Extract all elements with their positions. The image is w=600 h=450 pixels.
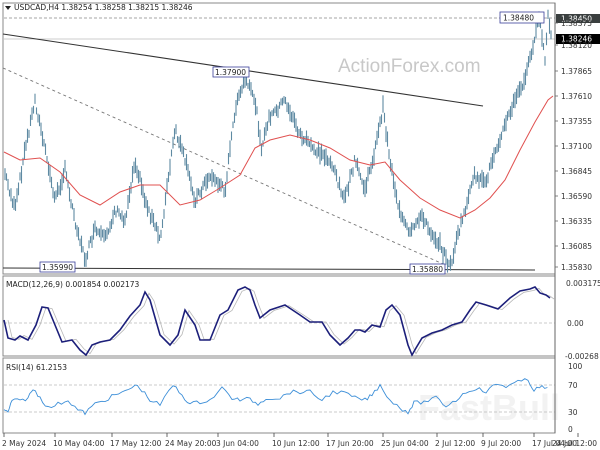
support-line[interactable] [2, 267, 536, 271]
svg-text:1.38480: 1.38480 [503, 14, 534, 23]
price-tick: 1.38120 [561, 41, 592, 50]
annotation-high[interactable]: 1.38480 [499, 11, 545, 24]
current-price-tag: 1.38246 [561, 35, 592, 44]
time-tick: 17 May 12:00 [110, 439, 162, 448]
annotation-low-left[interactable]: 1.35990 [39, 261, 76, 273]
watermark: ActionForex.com [338, 56, 481, 77]
main-price-pane[interactable]: ActionForex.com [2, 2, 556, 275]
macd-label: MACD(12,26,9) 0.001854 0.002173 [6, 280, 140, 289]
price-tick: 1.38375 [561, 19, 592, 28]
svg-text:30: 30 [568, 408, 578, 417]
level-tag: 1.38450 [561, 15, 592, 24]
time-tick: 17 Jun 20:00 [326, 439, 374, 448]
time-tick: 2 Jul 12:00 [435, 439, 475, 448]
time-tick: 10 May 04:00 [53, 439, 105, 448]
svg-text:-0.00268: -0.00268 [565, 352, 599, 361]
price-tick: 1.36845 [561, 167, 592, 176]
svg-text:FastBull: FastBull [418, 387, 560, 428]
svg-text:0.003175: 0.003175 [566, 279, 600, 288]
chart-title: USDCAD,H4 1.38254 1.38258 1.38215 1.3824… [14, 3, 193, 12]
macd-main-line [3, 286, 551, 357]
svg-text:70: 70 [568, 381, 578, 390]
price-tick: 1.36085 [561, 242, 592, 251]
price-tick: 1.37610 [561, 92, 592, 101]
collapse-triangle-icon[interactable] [5, 6, 11, 10]
annotation-low-right[interactable]: 1.35880 [409, 263, 446, 275]
price-tick: 1.35830 [561, 263, 592, 272]
rsi-line [3, 378, 548, 416]
price-tick: 1.37100 [561, 142, 592, 151]
price-tick: 1.37865 [561, 67, 592, 76]
time-tick: 17 Jul 04:00 [532, 439, 577, 448]
time-tick: 2 May 2024 [2, 439, 46, 448]
moving-average-line [3, 95, 554, 219]
time-tick: 9 Jul 20:00 [481, 439, 521, 448]
channel-line[interactable] [2, 67, 453, 269]
price-axis[interactable]: 1.38450 1.38246 1.38375 1.38120 1.37865 1.3… [555, 14, 600, 272]
time-tick: 25 Jun 04:00 [381, 439, 429, 448]
rsi-pane[interactable]: FastBull RSI(14) 61.2153 100 70 30 0 [2, 357, 583, 434]
macd-pane[interactable]: MACD(12,26,9) 0.001854 0.002173 0.003175… [2, 275, 600, 361]
time-tick: 10 Jun 12:00 [272, 439, 320, 448]
svg-text:100: 100 [568, 362, 583, 371]
price-tick: 1.37355 [561, 117, 592, 126]
svg-text:0.00: 0.00 [567, 319, 584, 328]
price-candles [4, 9, 552, 273]
price-tick: 1.36590 [561, 192, 592, 201]
annotation-mid-high[interactable]: 1.37900 [212, 66, 250, 78]
price-tick: 1.36335 [561, 217, 592, 226]
svg-text:1.35880: 1.35880 [412, 265, 443, 274]
rsi-label: RSI(14) 61.2153 [6, 363, 67, 372]
svg-text:1.37900: 1.37900 [215, 68, 246, 77]
time-tick: 24 Jul 12:00 [552, 439, 597, 448]
time-tick: 24 May 20:00 [165, 439, 217, 448]
macd-signal-line [7, 287, 555, 355]
svg-text:1.35990: 1.35990 [42, 263, 73, 272]
svg-text:0: 0 [568, 425, 573, 434]
time-tick: 3 Jun 04:00 [216, 439, 259, 448]
time-axis[interactable]: 2 May 2024 10 May 04:00 17 May 12:00 24 May… [2, 433, 597, 448]
